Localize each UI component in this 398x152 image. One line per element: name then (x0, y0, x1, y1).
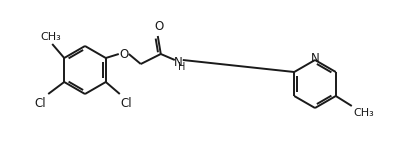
Text: Cl: Cl (121, 97, 133, 110)
Text: H: H (178, 62, 185, 72)
Text: CH₃: CH₃ (41, 32, 62, 42)
Text: N: N (310, 52, 319, 66)
Text: O: O (119, 47, 129, 60)
Text: O: O (154, 20, 164, 33)
Text: CH₃: CH₃ (354, 108, 375, 118)
Text: Cl: Cl (35, 97, 46, 110)
Text: N: N (174, 55, 182, 69)
